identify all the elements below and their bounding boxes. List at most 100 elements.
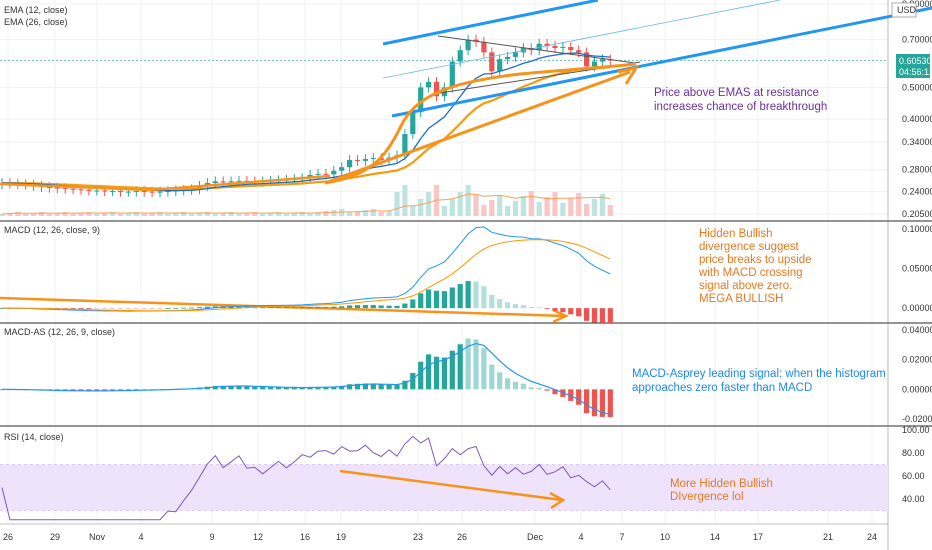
volume-bar <box>228 212 234 216</box>
candle-body <box>552 45 558 49</box>
macdas-hist-bar <box>331 386 337 390</box>
macdas-hist-bar <box>102 389 108 391</box>
macdas-hist-bar <box>441 357 447 390</box>
volume-bar <box>520 196 526 216</box>
candle-body <box>196 185 203 190</box>
macdas-hist-bar <box>505 378 511 390</box>
macdas-hist-bar <box>362 383 368 390</box>
volume-bar <box>299 212 305 216</box>
macd-as-line <box>1 342 611 415</box>
x-tick-label: 19 <box>336 532 346 542</box>
macd-hist-bar <box>315 306 321 309</box>
macd-hist-bar <box>339 306 345 309</box>
candle-body <box>402 134 408 156</box>
currency-box <box>891 2 917 18</box>
x-tick-label: 21 <box>823 532 833 542</box>
volume-bar <box>370 209 376 216</box>
macd-hist-bar <box>560 308 566 313</box>
volume-bar <box>291 213 297 216</box>
macd-hist-bar <box>354 305 361 309</box>
volume-bar <box>307 214 313 216</box>
macdas-hist-bar <box>497 372 503 390</box>
candle-body <box>433 81 440 97</box>
macdas-hist-bar <box>457 344 463 390</box>
candle-body <box>78 189 84 191</box>
macd-as-histogram <box>0 338 613 418</box>
volume-bar <box>86 212 92 216</box>
volume-bar <box>181 212 187 216</box>
price-tick-label: 0.50000 <box>902 82 932 92</box>
ema26-line <box>1 66 611 190</box>
macd-hist-bar <box>576 308 582 317</box>
candle-body <box>449 61 455 88</box>
macdas-hist-bar <box>426 354 432 390</box>
macdas-hist-bar <box>260 386 266 390</box>
macdas-hist-bar <box>86 389 92 391</box>
volume-bar <box>426 192 432 216</box>
macdas-hist-bar <box>433 356 440 390</box>
macdas-hist-bar <box>220 385 226 390</box>
macdas-hist-bar <box>133 389 139 391</box>
x-tick-label: 26 <box>457 532 467 542</box>
x-tick-label: 17 <box>753 532 763 542</box>
macd-hist-bar <box>102 308 108 309</box>
macd-hist-bar <box>481 286 487 309</box>
macd-hist-bar <box>275 307 282 309</box>
candle-body <box>339 167 345 171</box>
macd-hist-bar <box>260 306 266 309</box>
rsi-pane-label: RSI (14, close) <box>4 432 64 442</box>
macd-hist-bar <box>505 302 511 309</box>
candle-body <box>102 190 108 192</box>
candle-body <box>370 158 376 160</box>
candle-body <box>481 41 487 53</box>
macdas-hist-bar <box>370 383 376 390</box>
volume-bar <box>441 206 447 216</box>
signal-line <box>2 239 611 312</box>
volume-bar <box>46 214 52 216</box>
macd-hist-bar <box>117 308 124 309</box>
volume-bar <box>133 212 139 216</box>
volume-bar <box>457 192 463 216</box>
macd-hist-bar <box>181 307 187 309</box>
volume-bar <box>362 210 368 216</box>
volume-bar <box>410 206 416 216</box>
annotation-macd-line-4: with MACD crossing <box>698 267 803 279</box>
volume-bar <box>283 214 289 216</box>
macdas-hist-bar <box>552 389 558 395</box>
rsi-tick-label: 80.00 <box>902 448 925 458</box>
macdas-hist-bar <box>473 339 479 390</box>
macdas-hist-bar <box>291 387 297 390</box>
macdas-hist-bar <box>70 389 76 391</box>
candle-body <box>157 191 163 193</box>
volume-bar <box>536 202 542 216</box>
y-axis-labels: 0.90000 0.70000 0.50000 0.40000 0.34000 0.280… <box>902 0 932 504</box>
candle-body <box>236 180 242 182</box>
macd-tick-label: 0.05000 <box>902 264 932 274</box>
macdas-hist-bar <box>228 385 234 390</box>
volume-bar <box>125 213 131 216</box>
candle-body <box>110 191 116 193</box>
macd-hist-bar <box>512 304 519 309</box>
macd-hist-bar <box>497 299 503 309</box>
volume-bar <box>354 211 361 216</box>
macd-tick-label: 0.10000 <box>902 224 932 234</box>
macd-hist-bar <box>402 303 408 309</box>
macd-hist-bar <box>449 287 455 309</box>
macdas-hist-bar <box>354 383 361 390</box>
rsi-band <box>0 464 888 511</box>
macd-hist-bar <box>418 293 424 309</box>
volume-bar <box>576 193 582 216</box>
macd-hist-bar <box>544 308 550 309</box>
macdas-hist-bar <box>402 380 408 390</box>
macd-line <box>1 226 611 312</box>
macd-hist-bar <box>331 306 337 309</box>
macd-hist-bar <box>536 307 542 309</box>
macdas-hist-bar <box>512 381 519 390</box>
x-tick-label: 10 <box>660 532 670 542</box>
candle-body <box>591 61 598 67</box>
macdas-hist-bar <box>283 387 289 390</box>
volume-bar <box>38 212 45 216</box>
macd-hist-bar <box>70 308 76 309</box>
macd-hist-bar <box>520 305 526 309</box>
